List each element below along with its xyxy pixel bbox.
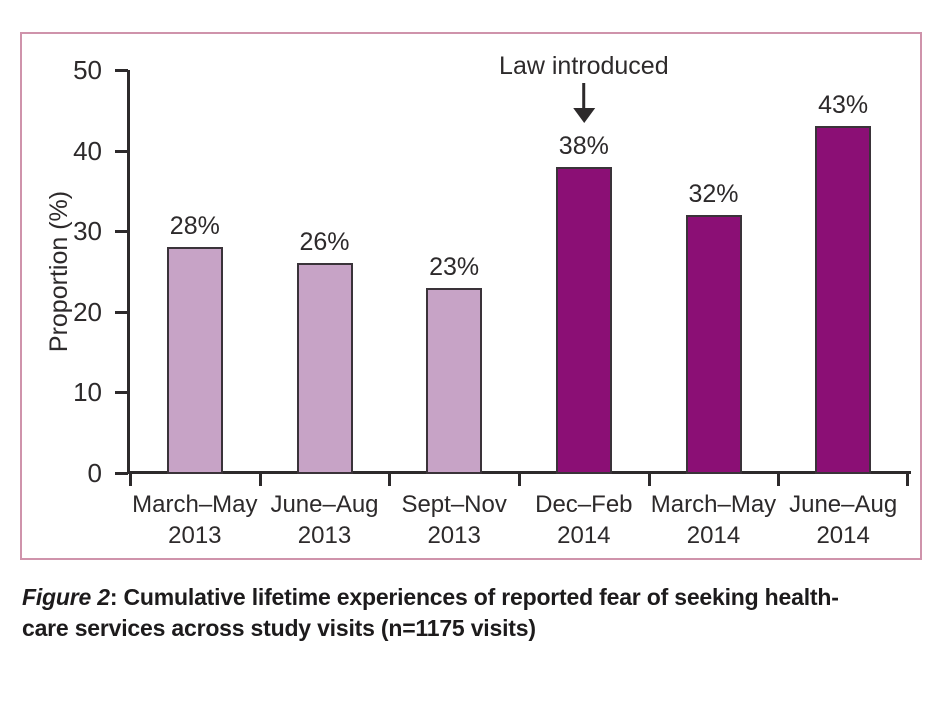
x-axis-label-line: Dec–Feb [535, 491, 633, 518]
bar-value-label: 28% [169, 212, 220, 240]
x-axis-label: Dec–Feb 2014 [519, 489, 649, 551]
y-axis-tick [115, 472, 128, 475]
bar-value-label: 38% [558, 132, 609, 160]
bar-march-may-2014 [685, 215, 742, 474]
y-axis-tick [115, 69, 128, 72]
y-axis-tick [115, 391, 128, 395]
y-axis-tick-label: 0 [87, 458, 102, 488]
bar-dec-feb-2014 [555, 167, 612, 474]
y-axis-tick-label: 30 [73, 216, 102, 247]
x-axis-label: March–May 2013 [130, 489, 260, 551]
annotation-law-introduced: Law introduced [499, 52, 669, 123]
caption-figure-label: Figure 2 [22, 584, 110, 610]
x-axis-tick [647, 473, 651, 486]
x-axis-tick [906, 473, 909, 486]
bar-june-aug-2014 [815, 126, 872, 474]
y-axis-tick [115, 310, 128, 314]
bar-value-label: 23% [429, 253, 480, 281]
y-axis-tick-label: 20 [73, 296, 102, 327]
arrow-stem [582, 83, 586, 108]
x-axis-label-line: 2013 [168, 522, 222, 549]
figure-box: Proportion (%) Law introduced 0 10 20 30 40 5… [20, 32, 922, 560]
y-axis-tick-label: 50 [73, 55, 102, 85]
x-axis-label-line: 2014 [816, 522, 870, 549]
figure-caption: Figure 2: Cumulative lifetime experience… [22, 582, 946, 644]
x-axis-tick [258, 473, 262, 486]
x-axis-label: March–May 2014 [649, 489, 779, 551]
x-axis-label-line: 2014 [557, 522, 611, 549]
arrow-head [572, 108, 595, 123]
caption-line-1-rest: : Cumulative lifetime experiences of rep… [109, 584, 839, 610]
x-axis-tick [129, 473, 132, 486]
plot-area: Law introduced 0 10 20 30 40 50 28% March–May 20… [73, 52, 911, 549]
bar-sept-nov-2013 [426, 288, 483, 474]
x-axis-label: June–Aug 2014 [778, 489, 908, 551]
annotation-text: Law introduced [499, 52, 669, 80]
x-axis-label-line: June–Aug [270, 491, 379, 518]
x-axis-label-line: March–May [650, 491, 777, 518]
x-axis-tick [777, 473, 781, 486]
y-axis-title: Proportion (%) [45, 190, 73, 353]
y-axis-tick-label: 10 [73, 377, 102, 408]
x-axis-tick [518, 473, 521, 486]
x-axis-label-line: March–May [132, 491, 258, 518]
x-axis-label-line: 2014 [686, 522, 741, 549]
y-axis-line [127, 70, 130, 474]
caption-line-1: Figure 2: Cumulative lifetime experience… [22, 582, 946, 613]
x-axis-label-line: June–Aug [789, 491, 898, 518]
bar-june-aug-2013 [296, 263, 353, 474]
y-axis-tick [115, 149, 128, 153]
y-axis-tick-label: 40 [73, 135, 102, 166]
bar-value-label: 43% [818, 91, 869, 119]
x-axis-label: Sept–Nov 2013 [389, 489, 519, 551]
x-axis-label-line: 2013 [427, 522, 481, 549]
caption-line-2: care services across study visits (n=117… [22, 615, 536, 641]
arrow-down-icon [572, 83, 595, 123]
bar-march-may-2013 [166, 247, 223, 474]
bar-value-label: 26% [299, 228, 350, 256]
y-axis-tick [115, 230, 128, 234]
x-axis-label-line: Sept–Nov [401, 491, 507, 518]
x-axis-tick [388, 473, 392, 486]
x-axis-label-line: 2013 [297, 522, 352, 549]
x-axis-label: June–Aug 2013 [260, 489, 390, 551]
x-axis-line [127, 471, 911, 474]
bar-value-label: 32% [688, 180, 739, 208]
